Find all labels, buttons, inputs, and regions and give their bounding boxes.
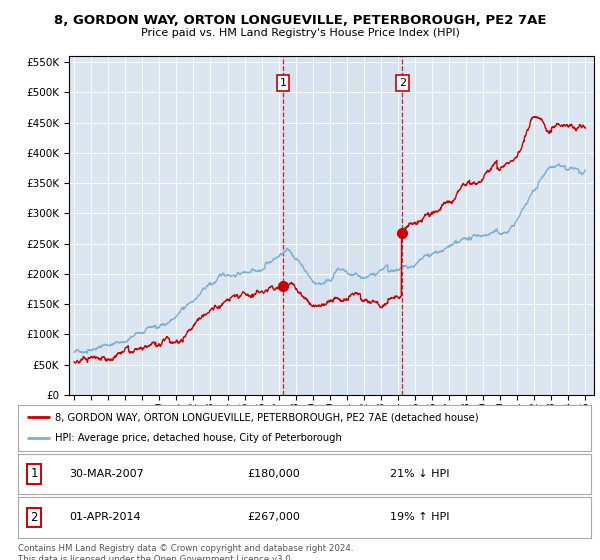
Text: 19% ↑ HPI: 19% ↑ HPI [391, 512, 450, 522]
Text: 30-MAR-2007: 30-MAR-2007 [70, 469, 145, 479]
Text: Price paid vs. HM Land Registry's House Price Index (HPI): Price paid vs. HM Land Registry's House … [140, 28, 460, 38]
Text: 8, GORDON WAY, ORTON LONGUEVILLE, PETERBOROUGH, PE2 7AE: 8, GORDON WAY, ORTON LONGUEVILLE, PETERB… [54, 14, 546, 27]
Text: Contains HM Land Registry data © Crown copyright and database right 2024.
This d: Contains HM Land Registry data © Crown c… [18, 544, 353, 560]
Text: 1: 1 [30, 467, 38, 480]
Text: 1: 1 [280, 78, 286, 88]
Text: 8, GORDON WAY, ORTON LONGUEVILLE, PETERBOROUGH, PE2 7AE (detached house): 8, GORDON WAY, ORTON LONGUEVILLE, PETERB… [55, 412, 479, 422]
Bar [283, 56, 402, 395]
Text: £267,000: £267,000 [247, 512, 300, 522]
Text: 21% ↓ HPI: 21% ↓ HPI [391, 469, 450, 479]
Text: £180,000: £180,000 [247, 469, 300, 479]
Text: 01-APR-2014: 01-APR-2014 [70, 512, 141, 522]
Text: HPI: Average price, detached house, City of Peterborough: HPI: Average price, detached house, City… [55, 433, 342, 444]
Text: 2: 2 [398, 78, 406, 88]
Text: 2: 2 [30, 511, 38, 524]
